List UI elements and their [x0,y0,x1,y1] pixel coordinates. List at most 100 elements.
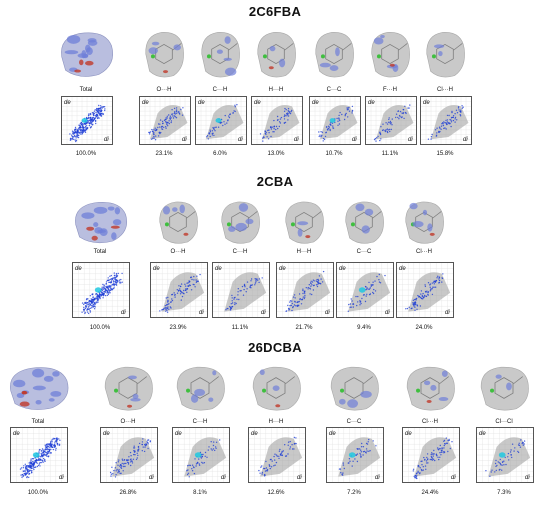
fingerprint-point [522,442,524,444]
fingerprint-point [377,135,379,138]
fingerprint-point [193,472,196,475]
fingerprint-point [45,446,47,449]
fingerprint-point [165,120,167,123]
fingerprint-point [273,455,275,458]
fingerprint-point [48,448,51,451]
fingerprint-point [113,276,116,278]
fingerprint-point [78,124,80,126]
fingerprint-point [174,113,177,115]
fingerprint-point [143,450,146,453]
fingerprint-point [87,303,90,306]
fingerprint-point [254,282,257,284]
fingerprint-point [294,297,296,299]
fingerprint-point [432,455,434,457]
fingerprint-point [418,296,421,298]
fingerprint-point [102,113,105,115]
surface-red-spot [127,404,133,408]
fingerprint-point [176,292,179,294]
fingerprint-point [293,294,296,296]
fingerprint-point [351,300,353,302]
fingerprint-point [284,115,286,117]
fingerprint-point [81,133,83,135]
fingerprint-plot: de di [150,262,208,318]
fingerprint-point [432,286,434,288]
fingerprint-hotspot [348,452,356,458]
fingerprint-point [116,281,119,283]
fingerprint-point [391,124,393,126]
fingerprint-point [262,140,264,142]
fingerprint-point [371,284,373,286]
fingerprint-point [101,106,103,108]
surface-red-spot [91,235,98,241]
fingerprint-point [449,118,451,121]
fingerprint-point [28,476,30,479]
surface-blue-patch [335,47,340,57]
section-title: 2CBA [256,174,294,189]
surface-label: C···H [212,87,228,93]
surface-blue-patch [223,57,232,61]
fingerprint-point [221,121,223,124]
fingerprint-point [99,114,101,116]
fingerprint-point [415,299,417,301]
fingerprint-point [312,289,315,291]
fingerprint-point [40,461,42,464]
fingerprint-point [84,125,87,128]
fingerprint-point [179,288,181,290]
fingerprint-plot: de di [365,96,417,145]
fingerprint-point [274,459,276,461]
fingerprint-point [72,133,75,135]
fingerprint-point [414,475,417,477]
fingerprint-point [450,121,453,123]
fingerprint-point [349,460,351,462]
fingerprint-point [160,126,163,128]
fingerprint-point [356,304,358,307]
fingerprint-point [285,109,287,111]
fingerprint-point [432,458,435,460]
fingerprint-point [494,462,497,465]
fingerprint-point [508,459,510,461]
fingerprint-point [186,291,188,293]
fingerprint-point [89,303,92,305]
contribution-percent: 21.7% [295,325,313,331]
fingerprint-point [201,456,203,458]
fingerprint-point [289,446,292,448]
fingerprint-point [496,464,498,467]
fingerprint-point [92,123,94,125]
surface-blue-patch [380,34,385,39]
fingerprint-point [207,449,209,451]
fingerprint-point [44,451,46,454]
fingerprint-point [121,272,123,275]
fingerprint-point [24,463,26,465]
fingerprint-point [442,123,444,125]
fingerprint-point [336,117,338,120]
fingerprint-point [485,470,487,472]
axis-label-de: de [399,266,406,272]
fingerprint-point [132,458,135,460]
fingerprint-point [206,456,208,458]
fingerprint-point [311,293,313,296]
fingerprint-point [168,122,170,125]
fingerprint-point [101,286,103,288]
fingerprint-point [287,110,289,112]
fingerprint-point [58,438,60,440]
fingerprint-point [404,111,407,114]
fingerprint-point [39,462,41,464]
fingerprint-point [176,289,178,291]
fingerprint-point [434,459,436,462]
fingerprint-point [417,464,420,467]
fingerprint-point [426,456,428,459]
fingerprint-point [43,454,46,456]
fingerprint-point [454,118,456,120]
fingerprint-point [235,302,237,305]
fingerprint-point [23,465,25,467]
fingerprint-point [459,114,461,116]
fingerprint-point [295,305,297,307]
fingerprint-point [231,297,233,299]
axis-label-de: de [254,100,261,106]
fingerprint-point [107,288,110,290]
benzene-ring [267,43,285,65]
axis-label-di: di [385,310,390,316]
fingerprint-point [380,126,382,128]
fingerprint-point [90,298,92,300]
fingerprint-point [194,286,196,288]
